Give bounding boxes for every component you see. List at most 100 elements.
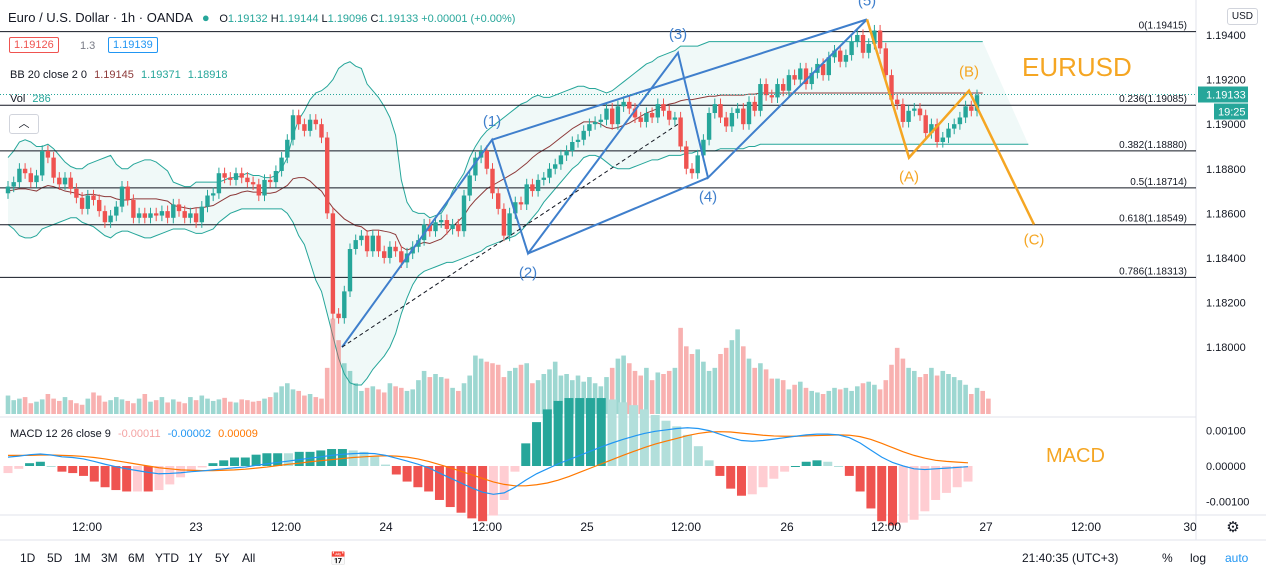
eurusd-annotation: EURUSD	[1022, 52, 1132, 82]
volume-bar	[342, 363, 347, 414]
chevron-up-icon[interactable]: ︿	[9, 114, 39, 134]
macd-histogram-bar	[100, 466, 110, 488]
volume-bar	[319, 398, 324, 414]
volume-bar	[495, 364, 501, 414]
volume-bar	[96, 395, 102, 414]
volume-bar	[433, 374, 438, 414]
candle-body	[592, 121, 598, 125]
macd-histogram-bar	[294, 451, 304, 466]
candle-body	[889, 75, 894, 100]
volume-bar	[5, 395, 11, 414]
volume-bar	[279, 386, 284, 414]
candle-body	[547, 168, 552, 178]
currency-button[interactable]: USD	[1226, 8, 1258, 25]
volume-bar	[91, 392, 96, 414]
close-value: 1.19133	[378, 13, 419, 25]
volume-bar	[45, 394, 51, 414]
volume-bar	[359, 390, 364, 414]
live-dot-icon: ●	[201, 10, 210, 25]
macd-histogram-bar	[434, 466, 444, 500]
timeframe-all[interactable]: All	[242, 551, 256, 565]
macd-histogram-bar	[186, 466, 196, 472]
macd-legend[interactable]: MACD 12 26 close 9 -0.00011 -0.00002 0.0…	[10, 428, 258, 440]
buy-price-button[interactable]: 1.19139	[108, 37, 158, 53]
candle-body	[387, 246, 393, 258]
clock-display: 21:40:35 (UTC+3)	[1022, 551, 1119, 565]
symbol-title[interactable]: Euro / U.S. Dollar · 1h · OANDA	[8, 10, 193, 25]
candle-body	[541, 177, 546, 180]
macd-histogram-bar	[79, 466, 89, 476]
volume-bar	[644, 367, 649, 414]
percent-toggle[interactable]: %	[1162, 551, 1173, 565]
calendar-icon[interactable]: 📅	[330, 551, 347, 566]
macd-signal-line	[8, 431, 969, 487]
volume-bar	[718, 354, 723, 414]
vol-legend[interactable]: Vol 286	[10, 93, 51, 105]
macd-histogram-bar	[812, 460, 822, 466]
timeframe-1d[interactable]: 1D	[20, 551, 36, 565]
vol-value: 286	[32, 93, 51, 105]
timeframe-5d[interactable]: 5D	[47, 551, 63, 565]
candle-body	[832, 50, 837, 58]
price-axis-tick: 1.19000	[1206, 119, 1246, 131]
fib-label-0: 0(1.19415)	[1139, 21, 1187, 32]
macd-histogram-bar	[877, 466, 887, 522]
macd-histogram-bar	[478, 466, 488, 522]
candle-body	[684, 146, 689, 169]
volume-bar	[513, 367, 518, 414]
log-toggle[interactable]: log	[1190, 551, 1207, 565]
macd-histogram-bar	[585, 398, 595, 466]
timeframe-3m[interactable]: 3M	[101, 551, 118, 565]
timeframe-ytd[interactable]: YTD	[155, 551, 179, 565]
volume-bar	[233, 402, 239, 414]
sell-price-button[interactable]: 1.19126	[9, 37, 59, 53]
volume-bar	[575, 375, 581, 414]
candle-body	[319, 124, 324, 138]
fib-label-5: 0.786(1.18313)	[1119, 266, 1187, 277]
volume-bar	[245, 400, 250, 414]
auto-toggle[interactable]: auto	[1225, 551, 1249, 565]
timeframe-6m[interactable]: 6M	[128, 551, 145, 565]
volume-bar	[11, 400, 16, 414]
candle-body	[364, 235, 370, 252]
volume-bar	[364, 387, 370, 414]
time-axis-tick: 12:00	[671, 520, 701, 534]
candle-body	[900, 104, 906, 122]
candle-body	[279, 157, 284, 171]
volume-bar	[456, 390, 461, 414]
volume-bar	[51, 398, 56, 414]
candle-body	[798, 68, 803, 80]
volume-bar	[712, 367, 718, 414]
bb-legend[interactable]: BB 20 close 2 0 1.19145 1.19371 1.18918	[10, 69, 228, 81]
gear-icon[interactable]: ⚙	[1226, 519, 1239, 536]
timeframe-1y[interactable]: 1Y	[188, 551, 203, 565]
time-axis-tick: 27	[979, 520, 993, 534]
volume-bar	[547, 369, 552, 414]
candle-body	[758, 84, 763, 111]
timeframe-5y[interactable]: 5Y	[215, 551, 230, 565]
volume-bar	[285, 383, 290, 414]
macd-histogram-bar	[208, 463, 218, 466]
volume-bar	[410, 389, 415, 414]
candle-body	[627, 101, 632, 109]
time-axis-tick: 12:00	[72, 520, 102, 534]
volume-bar	[843, 387, 849, 414]
macd-histogram-bar	[510, 466, 520, 472]
candle-body	[838, 50, 843, 62]
macd-histogram-bar	[348, 450, 358, 466]
timeframe-1m[interactable]: 1M	[74, 551, 91, 565]
volume-bar	[205, 398, 210, 414]
candle-body	[285, 139, 290, 158]
macd-histogram-bar	[262, 453, 272, 466]
volume-bar	[775, 378, 780, 414]
volume-bar	[330, 318, 336, 414]
volume-bar	[655, 372, 661, 414]
macd-histogram-bar	[866, 466, 876, 509]
candle-body	[353, 240, 358, 250]
volume-bar	[404, 390, 410, 414]
fib-label-4: 0.618(1.18549)	[1119, 214, 1187, 225]
volume-bar	[228, 401, 233, 414]
macd-histogram-bar	[35, 461, 45, 466]
elliott-upper-channel	[491, 18, 868, 141]
